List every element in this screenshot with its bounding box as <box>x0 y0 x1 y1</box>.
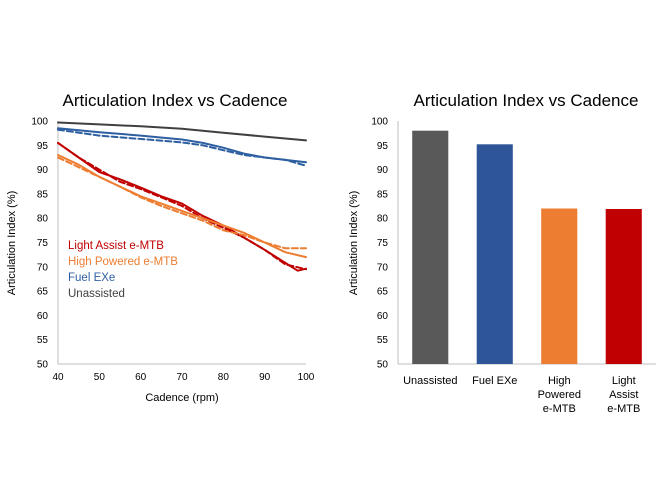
y-tick-label: 55 <box>377 335 389 346</box>
series-line-unassisted <box>57 121 307 142</box>
category-label-line: Fuel EXe <box>472 375 517 387</box>
x-tick-label: 60 <box>135 372 147 383</box>
category-label: High Powered e-MTB <box>538 375 581 415</box>
x-tick-label: 100 <box>298 372 315 383</box>
category-label-line: e-MTB <box>607 403 640 415</box>
y-tick-label: 75 <box>37 238 49 249</box>
bar-chart: Articulation Index vs Cadence Articulati… <box>348 91 656 415</box>
line-chart: Articulation Index vs Cadence Articulati… <box>6 91 315 404</box>
line-chart-series <box>57 121 307 272</box>
y-tick-label: 95 <box>377 141 389 152</box>
bar-chart-ylabel: Articulation Index (%) <box>348 191 360 296</box>
bar-chart-categories: Unassisted Fuel EXe High Powered e-MTB Light A… <box>403 375 640 415</box>
bar <box>605 209 642 364</box>
series-line-light-assist-e-mtb-dashed <box>57 141 307 271</box>
y-tick-label: 60 <box>37 311 49 322</box>
y-tick-label: 50 <box>377 360 389 371</box>
line-chart-xlabel: Cadence (rpm) <box>145 392 218 404</box>
y-tick-label: 95 <box>37 141 49 152</box>
category-label-line: Powered <box>538 389 581 401</box>
x-tick-label: 50 <box>94 372 106 383</box>
legend-high-powered: High Powered e-MTB <box>68 256 178 268</box>
line-chart-xticks: 40 50 60 70 80 90 100 <box>52 372 314 383</box>
x-tick-label: 80 <box>218 372 230 383</box>
line-chart-yticks: 50 55 60 65 70 75 80 85 90 95 100 <box>31 117 48 371</box>
y-tick-label: 85 <box>37 189 49 200</box>
line-chart-legend: Light Assist e-MTB High Powered e-MTB Fu… <box>68 240 178 300</box>
bar-chart-bars <box>412 130 642 364</box>
category-label: Light Assist e-MTB <box>607 375 640 415</box>
category-label: Fuel EXe <box>472 375 517 387</box>
y-tick-label: 70 <box>377 262 389 273</box>
y-tick-label: 90 <box>37 165 49 176</box>
bar <box>476 144 513 364</box>
bar-chart-title: Articulation Index vs Cadence <box>414 91 639 110</box>
legend-unassisted: Unassisted <box>68 288 125 300</box>
line-chart-ylabel: Articulation Index (%) <box>6 191 18 296</box>
y-tick-label: 60 <box>377 311 389 322</box>
y-tick-label: 100 <box>371 117 388 128</box>
x-tick-label: 70 <box>176 372 188 383</box>
y-tick-label: 50 <box>37 360 49 371</box>
y-tick-label: 85 <box>377 189 389 200</box>
category-label-line: e-MTB <box>543 403 576 415</box>
bar <box>412 130 449 364</box>
bar <box>541 208 578 364</box>
y-tick-label: 90 <box>377 165 389 176</box>
line-chart-axes <box>57 121 306 365</box>
series-line-light-assist-e-mtb <box>57 141 307 272</box>
legend-fuel-exe: Fuel EXe <box>68 272 115 284</box>
series-line-fuel-exe-dashed <box>57 128 307 167</box>
category-label-line: Light <box>612 375 636 387</box>
category-label-line: High <box>548 375 571 387</box>
category-label: Unassisted <box>403 375 457 387</box>
line-chart-title: Articulation Index vs Cadence <box>63 91 288 110</box>
y-tick-label: 55 <box>37 335 49 346</box>
x-tick-label: 40 <box>52 372 64 383</box>
y-tick-label: 65 <box>37 287 49 298</box>
x-tick-label: 90 <box>259 372 271 383</box>
y-tick-label: 80 <box>37 214 49 225</box>
y-tick-label: 80 <box>377 214 389 225</box>
y-tick-label: 70 <box>37 262 49 273</box>
bar-chart-yticks: 50 55 60 65 70 75 80 85 90 95 100 <box>371 117 388 371</box>
y-tick-label: 65 <box>377 287 389 298</box>
y-tick-label: 100 <box>31 117 48 128</box>
category-label-line: Unassisted <box>403 375 457 387</box>
series-line-high-powered-e-mtb-dashed <box>57 156 307 250</box>
y-tick-label: 75 <box>377 238 389 249</box>
legend-light-assist: Light Assist e-MTB <box>68 240 164 252</box>
category-label-line: Assist <box>609 389 638 401</box>
